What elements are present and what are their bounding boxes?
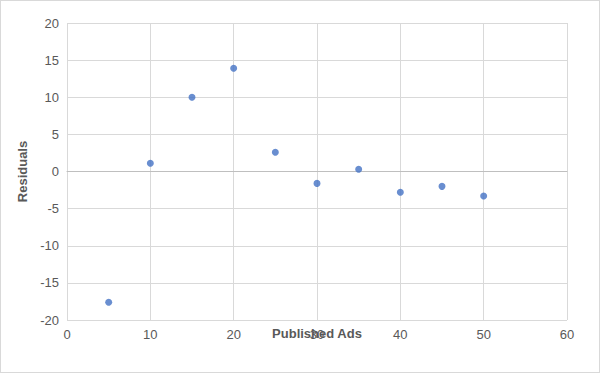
svg-text:20: 20 — [45, 16, 59, 31]
svg-text:0: 0 — [63, 327, 70, 342]
svg-text:10: 10 — [143, 327, 157, 342]
svg-text:60: 60 — [560, 327, 574, 342]
svg-text:40: 40 — [393, 327, 407, 342]
svg-text:50: 50 — [476, 327, 490, 342]
svg-text:-15: -15 — [40, 275, 59, 290]
svg-text:15: 15 — [45, 53, 59, 68]
svg-text:20: 20 — [226, 327, 240, 342]
svg-text:-10: -10 — [40, 238, 59, 253]
svg-text:Published Ads: Published Ads — [272, 326, 362, 341]
svg-text:Residuals: Residuals — [15, 141, 30, 202]
svg-text:30: 30 — [310, 327, 324, 342]
svg-text:0: 0 — [52, 164, 59, 179]
svg-text:-5: -5 — [47, 201, 59, 216]
svg-text:5: 5 — [52, 127, 59, 142]
svg-text:-20: -20 — [40, 313, 59, 328]
svg-text:10: 10 — [45, 90, 59, 105]
